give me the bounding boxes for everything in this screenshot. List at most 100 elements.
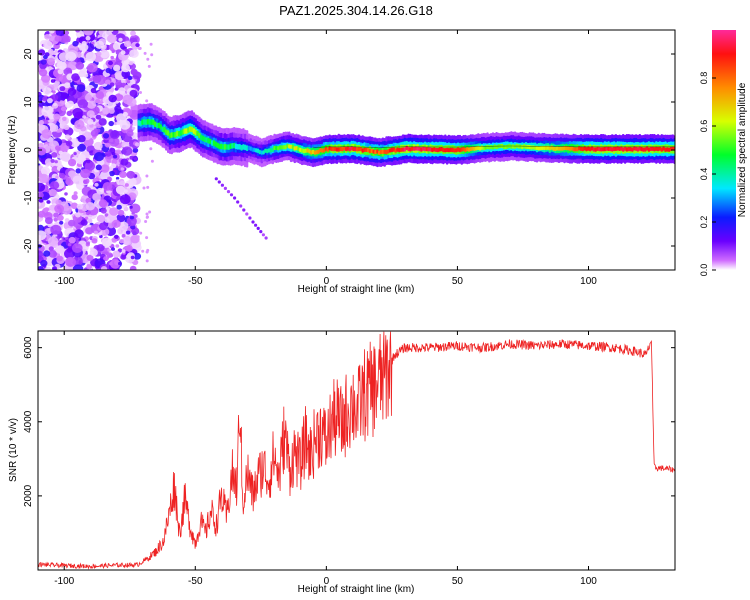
heatmap-noise-cell (111, 159, 118, 165)
heatmap-noise-cell (64, 30, 70, 35)
heatmap-ridge-cell (579, 146, 583, 151)
heatmap-ridge-cell (422, 146, 425, 151)
heatmap-noise-cell (64, 248, 75, 259)
heatmap-noise-cell (95, 99, 101, 104)
heatmap-noise-cell (96, 51, 102, 57)
heatmap-ghost-cell (223, 186, 227, 190)
heatmap-noise-cell (108, 136, 120, 147)
heatmap-ridge-cell (300, 148, 304, 153)
heatmap-noise-cell (98, 118, 107, 126)
heatmap-noise-cell (118, 37, 123, 42)
colorbar-label: Normalized spectral amplitude (737, 82, 748, 217)
heatmap-ridge-cell (515, 143, 518, 148)
heatmap-ridge-cell (332, 146, 335, 152)
heatmap-noise-cell (117, 209, 125, 216)
snr-series-line (38, 331, 675, 570)
heatmap-noise-cell (136, 235, 140, 239)
heatmap-ridge-cell (211, 140, 214, 146)
heatmap-noise-cell (90, 87, 97, 94)
heatmap-noise-cell (53, 102, 57, 107)
heatmap-noise-cell (122, 236, 133, 246)
heatmap-noise-cell (57, 69, 64, 75)
heatmap-noise-cell (47, 98, 53, 104)
heatmap-ridge-cell (176, 130, 179, 137)
heatmap-noise-layer (38, 30, 155, 270)
heatmap-noise-cell (119, 194, 131, 205)
heatmap-noise-cell (130, 30, 136, 36)
heatmap-ridge-cell (385, 150, 388, 155)
heatmap-noise-cell (48, 66, 52, 70)
heatmap-noise-cell (139, 91, 142, 94)
heatmap-noise-cell (129, 205, 133, 209)
heatmap-ridge-cell (253, 147, 256, 152)
heatmap-noise-cell (89, 248, 98, 257)
heatmap-ridge-cell (233, 142, 236, 149)
heatmap-noise-cell (121, 79, 126, 84)
heatmap-noise-cell (149, 42, 153, 46)
heatmap-noise-cell (120, 167, 125, 171)
spectrogram-x-axis: -100 -50 0 50 100 (54, 30, 597, 287)
heatmap-ridge-cell (291, 144, 295, 150)
heatmap-ridge-cell (258, 150, 262, 155)
heatmap-ridge-cell (506, 144, 509, 149)
heatmap-noise-cell (114, 105, 122, 112)
heatmap-ghost-cell (229, 193, 234, 197)
heatmap-noise-cell (118, 221, 129, 231)
heatmap-ghost-cell (220, 183, 224, 187)
heatmap-noise-cell (130, 68, 138, 76)
heatmap-ridge-cell (611, 147, 614, 152)
heatmap-noise-cell (60, 106, 67, 112)
heatmap-ridge-cell (154, 121, 157, 128)
heatmap-noise-cell (146, 185, 150, 189)
heatmap-noise-cell (112, 42, 123, 51)
heatmap-noise-cell (38, 182, 46, 192)
heatmap-noise-cell (66, 110, 73, 117)
heatmap-noise-cell (126, 130, 134, 137)
heatmap-noise-cell (115, 244, 120, 248)
heatmap-ridge-cell (458, 147, 462, 153)
heatmap-noise-cell (108, 60, 113, 66)
spectrogram-x-label: Height of straight line (km) (298, 284, 415, 295)
heatmap-noise-cell (83, 30, 94, 36)
heatmap-ridge-cell (667, 147, 671, 152)
heatmap-noise-cell (50, 158, 55, 163)
heatmap-ridge-cell (631, 147, 634, 152)
x-tick-label: -50 (188, 576, 203, 587)
heatmap-noise-cell (75, 225, 81, 231)
heatmap-noise-cell (108, 170, 115, 177)
heatmap-ridge-cell (411, 146, 414, 151)
heatmap-ridge-cell (286, 143, 289, 148)
heatmap-noise-cell (119, 119, 131, 130)
heatmap-noise-cell (100, 164, 110, 173)
heatmap-ghost-cell (226, 190, 231, 194)
snr-plot-area (38, 331, 675, 570)
heatmap-noise-cell (53, 212, 59, 218)
heatmap-noise-cell (55, 199, 62, 206)
heatmap-noise-cell (85, 51, 97, 62)
heatmap-noise-cell (111, 219, 121, 228)
heatmap-ridge-cell (647, 147, 651, 152)
heatmap-noise-cell (52, 90, 56, 94)
heatmap-noise-cell (65, 256, 76, 267)
heatmap-ridge-cell (319, 148, 322, 153)
heatmap-noise-cell (129, 265, 137, 270)
heatmap-ridge-cell (189, 126, 192, 132)
heatmap-noise-cell (104, 150, 112, 157)
heatmap-ridge-cell (308, 149, 311, 154)
heatmap-ridge-cell (374, 150, 377, 155)
x-tick-label: 100 (580, 276, 597, 287)
heatmap-noise-cell (119, 239, 124, 244)
heatmap-ridge-cell (548, 146, 551, 151)
heatmap-ghost-cell (217, 180, 221, 184)
heatmap-noise-cell (150, 53, 154, 57)
heatmap-noise-cell (54, 160, 58, 164)
heatmap-noise-cell (67, 87, 77, 96)
heatmap-ridge-edge (313, 145, 675, 149)
heatmap-ridge-cell (416, 146, 419, 151)
heatmap-noise-cell (145, 212, 149, 216)
heatmap-noise-cell (121, 70, 131, 78)
heatmap-noise-cell (113, 64, 121, 72)
heatmap-noise-cell (111, 50, 115, 54)
heatmap-noise-cell (95, 114, 102, 120)
colorbar-tick-label: 0.2 (699, 216, 709, 229)
